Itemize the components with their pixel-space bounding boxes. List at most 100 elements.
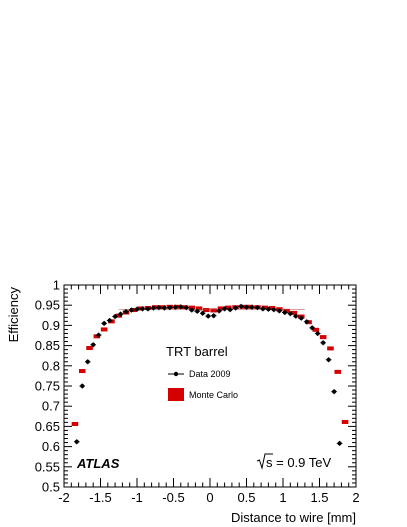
- mc-box: [100, 327, 108, 332]
- x-tick-label: -2: [58, 490, 70, 505]
- mc-box: [224, 305, 232, 310]
- data-point: [288, 311, 293, 316]
- x-axis-label: Distance to wire [mm]: [231, 510, 356, 525]
- legend-data-label: Data 2009: [189, 369, 231, 379]
- data-point: [74, 439, 79, 444]
- data-point: [156, 305, 161, 310]
- data-point: [140, 306, 145, 311]
- mc-box: [86, 346, 93, 351]
- x-tick-label: -1: [131, 490, 143, 505]
- y-tick-label: 0.65: [35, 419, 60, 434]
- data-point: [239, 304, 244, 309]
- mc-box: [290, 310, 298, 315]
- data-point: [178, 304, 183, 309]
- y-tick-label: 1: [53, 278, 60, 293]
- data-point: [189, 308, 194, 313]
- data-point: [113, 314, 118, 319]
- y-axis-label: Efficiency: [6, 287, 21, 343]
- data-point: [293, 314, 298, 319]
- data-point: [282, 310, 287, 315]
- data-point: [102, 321, 107, 326]
- data-point: [299, 316, 304, 321]
- x-tick-label: -1.5: [89, 490, 111, 505]
- data-point: [151, 306, 156, 311]
- y-tick-label: 0.75: [35, 379, 60, 394]
- x-tick-label: 0.5: [237, 490, 255, 505]
- data-point: [124, 309, 129, 314]
- y-tick-label: 0.5: [42, 480, 60, 495]
- data-point: [107, 318, 112, 323]
- y-axis-ticks: 0.5 0.55 0.6 0.65 0.7 0.75 0.8 0.85 0.9 0.95 1: [35, 278, 356, 495]
- data-point: [244, 305, 249, 310]
- data-point: [271, 307, 276, 312]
- mc-box: [210, 308, 217, 313]
- legend-entry-mc: Monte Carlo: [168, 388, 238, 401]
- x-tick-label: 2: [352, 490, 359, 505]
- y-tick-label: 0.6: [42, 439, 60, 454]
- data-point: [217, 308, 222, 313]
- mc-box: [203, 308, 210, 313]
- mc-box: [319, 335, 327, 340]
- data-point: [80, 384, 85, 388]
- data-2009-series: [73, 303, 343, 446]
- data-point: [249, 305, 254, 310]
- x-tick-label: 0: [206, 490, 213, 505]
- data-point: [228, 307, 233, 312]
- data-point: [315, 331, 320, 336]
- y-tick-label: 0.8: [42, 358, 60, 373]
- legend-mc-box: [168, 388, 184, 401]
- data-point: [233, 306, 238, 311]
- x-tick-label: -0.5: [162, 490, 184, 505]
- legend-entry-data: Data 2009: [168, 369, 231, 379]
- mc-box: [283, 308, 290, 313]
- legend-mc-label: Monte Carlo: [189, 390, 238, 400]
- data-point: [266, 307, 271, 312]
- mc-box: [327, 346, 334, 351]
- atlas-label: ATLAS: [76, 456, 120, 471]
- mc-box: [217, 306, 225, 311]
- mc-box: [334, 369, 342, 374]
- data-point: [304, 319, 309, 324]
- data-point: [310, 325, 315, 330]
- data-point: [211, 313, 216, 318]
- data-point: [184, 305, 189, 310]
- data-point: [277, 308, 282, 313]
- data-point: [145, 306, 150, 311]
- y-tick-label: 0.9: [42, 318, 60, 333]
- data-point: [332, 389, 337, 394]
- x-axis-ticks: -2 -1.5 -1 -0.5 0 0.5 1 1.5 2: [58, 285, 360, 505]
- mc-box: [261, 305, 269, 310]
- data-point: [195, 309, 200, 314]
- mc-box: [268, 306, 276, 311]
- mc-box: [93, 334, 101, 339]
- data-point: [326, 357, 331, 362]
- data-point: [200, 311, 205, 316]
- legend-title: TRT barrel: [166, 344, 228, 359]
- data-point: [173, 305, 178, 310]
- y-tick-label: 0.7: [42, 399, 60, 414]
- sqrt-symbol: [256, 453, 273, 470]
- y-tick-label: 0.55: [35, 459, 60, 474]
- data-point: [135, 307, 139, 312]
- data-point: [85, 359, 90, 364]
- data-point: [129, 308, 134, 313]
- data-point: [167, 305, 172, 310]
- x-tick-label: 1.5: [310, 490, 328, 505]
- data-point: [337, 441, 342, 446]
- data-point: [260, 306, 265, 311]
- x-tick-label: 1: [279, 490, 286, 505]
- data-point: [96, 333, 101, 338]
- mc-box: [78, 369, 86, 374]
- energy-label: s = 0.9 TeV: [266, 455, 331, 470]
- data-point: [162, 306, 167, 311]
- mc-box: [115, 313, 123, 318]
- legend-data-marker: [173, 371, 179, 377]
- data-point: [222, 306, 227, 311]
- y-tick-label: 0.85: [35, 338, 60, 353]
- mc-box: [341, 419, 349, 424]
- mc-box: [312, 327, 320, 332]
- data-point: [255, 305, 260, 310]
- mc-box: [195, 306, 203, 311]
- data-point: [91, 342, 96, 347]
